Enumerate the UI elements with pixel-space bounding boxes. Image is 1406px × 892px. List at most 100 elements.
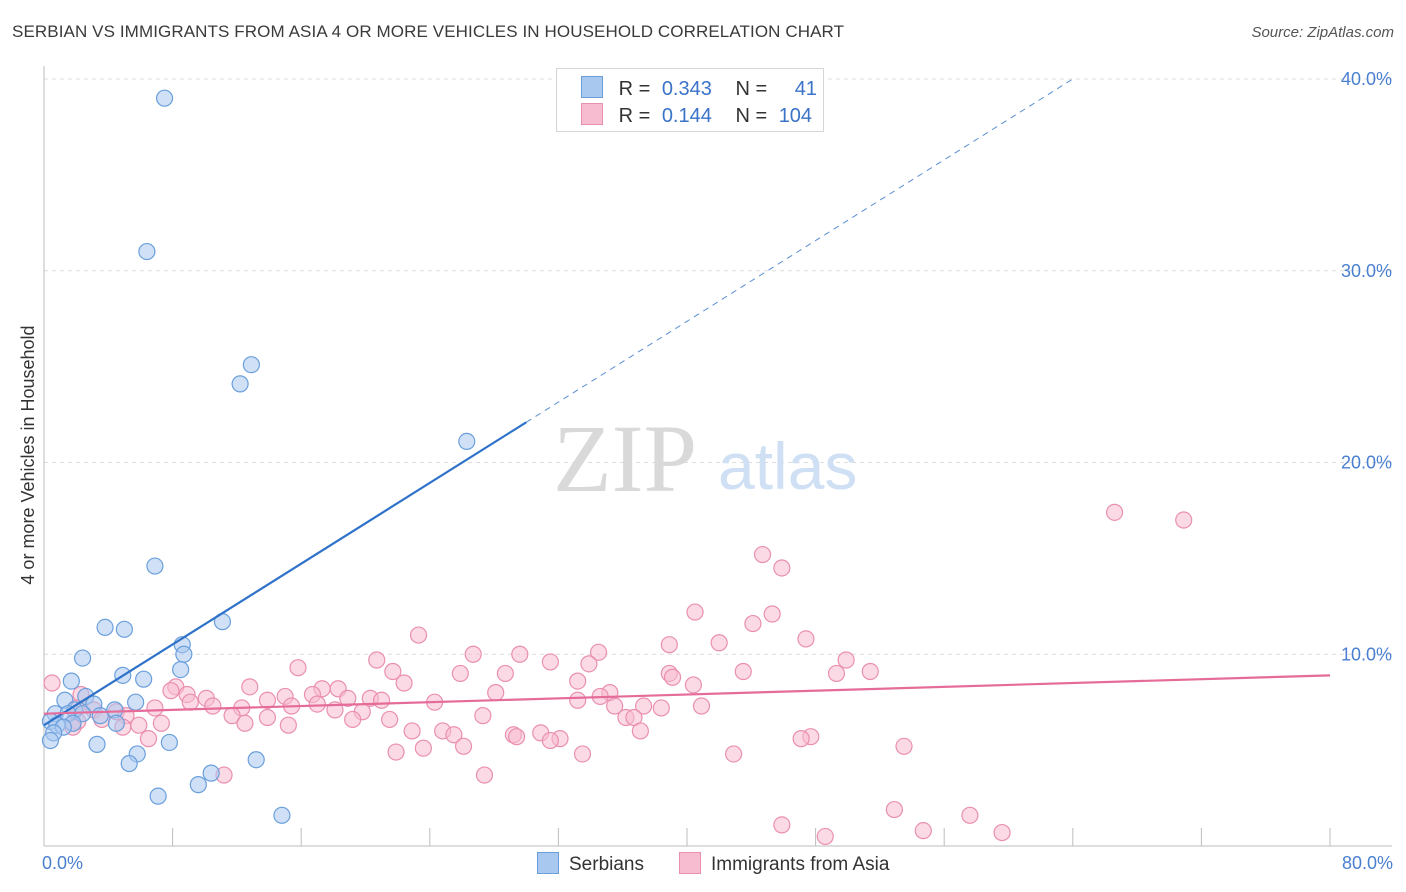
serbians-bottom-swatch	[537, 852, 559, 874]
serbians-n-label: N =	[735, 78, 768, 100]
asia-point-6	[763, 605, 781, 623]
asia-point-14	[368, 651, 386, 669]
asia-point-60	[204, 697, 222, 715]
asia-point-3	[773, 559, 791, 577]
asia-point-98	[895, 737, 913, 755]
asia-n-value: 104	[778, 105, 813, 127]
asia-point-50	[372, 691, 391, 709]
serbians-point-34	[41, 731, 60, 750]
asia-point-67	[258, 708, 277, 727]
asia-bottom-label: Immigrants from Asia	[711, 854, 890, 875]
trend-lines	[43, 78, 1331, 727]
serbians-point-14	[135, 670, 153, 688]
legend-serbians: R = 0.343 N = 41	[581, 76, 817, 100]
asia-point-27	[569, 672, 587, 690]
asia-swatch	[581, 103, 603, 125]
asia-point-94	[414, 739, 432, 757]
serbians-point-15	[62, 672, 80, 690]
source-credit: Source: ZipAtlas.com	[1251, 24, 1394, 41]
serbians-point-39	[149, 787, 167, 805]
asia-point-106	[816, 827, 834, 846]
y-tick-label-20: 20.0%	[1341, 453, 1392, 473]
asia-bottom-swatch	[679, 852, 701, 874]
asia-point-68	[344, 710, 362, 729]
asia-point-103	[961, 806, 979, 824]
asia-point-82	[403, 722, 421, 740]
asia-point-101	[773, 816, 791, 834]
serbians-r-value: 0.343	[661, 78, 712, 100]
asia-point-104	[914, 822, 932, 840]
asia-point-105	[993, 823, 1011, 842]
bottom-legend-asia: Immigrants from Asia	[679, 852, 889, 876]
chart-title: SERBIAN VS IMMIGRANTS FROM ASIA 4 OR MOR…	[12, 22, 845, 41]
x-tick-label-max: 80.0%	[1342, 853, 1393, 873]
asia-point-31	[241, 678, 259, 696]
asia-point-24	[827, 664, 846, 683]
asia-point-43	[162, 682, 180, 700]
serbians-point-36	[120, 754, 138, 773]
watermark-atlas: atlas	[718, 429, 857, 503]
asia-point-7	[409, 626, 428, 644]
serbians-point-38	[247, 751, 265, 769]
asia-point-89	[541, 731, 559, 750]
asia-point-102	[885, 800, 903, 819]
serbians-points	[41, 89, 476, 824]
serbians-point-8	[115, 620, 133, 638]
asia-point-4	[686, 603, 704, 621]
y-tick-label-40: 40.0%	[1341, 69, 1392, 89]
asia-point-34	[487, 683, 505, 702]
serbians-point-27	[107, 714, 125, 732]
asia-point-53	[606, 697, 624, 715]
asia-point-93	[454, 737, 473, 755]
serbians-point-32	[88, 735, 106, 753]
asia-point-76	[152, 714, 170, 732]
watermark: ZIP atlas	[553, 405, 857, 512]
asia-point-97	[725, 745, 743, 763]
serbians-point-1	[138, 242, 156, 261]
asia-point-52	[569, 691, 587, 709]
asia-point-29	[684, 676, 703, 694]
asia-point-20	[451, 664, 469, 683]
serbians-point-37	[202, 764, 220, 782]
asia-point-86	[508, 728, 526, 746]
asia-point-78	[279, 716, 297, 734]
asia-point-54	[634, 697, 653, 715]
legend: R = 0.343 N = 41 R = 0.144 N = 104	[556, 68, 824, 132]
asia-n-label: N =	[735, 105, 768, 127]
asia-point-41	[339, 689, 357, 707]
asia-point-11	[511, 645, 529, 663]
serbians-point-33	[160, 733, 178, 752]
asia-point-92	[139, 730, 158, 748]
legend-asia: R = 0.144 N = 104	[581, 103, 812, 127]
serbians-point-4	[458, 432, 476, 451]
asia-point-96	[573, 745, 592, 763]
serbians-trend-extension	[525, 78, 1074, 423]
asia-point-15	[541, 653, 559, 671]
asia-point-25	[861, 662, 879, 681]
asia-point-0	[1105, 503, 1124, 521]
asia-point-95	[387, 743, 405, 761]
serbians-point-7	[96, 618, 114, 637]
bottom-legend-serbians: Serbians	[537, 852, 644, 876]
asia-point-9	[660, 636, 678, 654]
asia-point-56	[692, 697, 711, 715]
asia-point-49	[308, 695, 326, 713]
y-axis-title: 4 or more Vehicles in Household	[18, 325, 38, 584]
asia-point-5	[744, 614, 762, 633]
asia-point-1	[1175, 511, 1193, 529]
asia-point-18	[289, 659, 307, 677]
serbians-point-0	[155, 89, 174, 107]
asia-point-23	[734, 662, 752, 681]
asia-point-84	[445, 726, 463, 744]
asia-point-75	[130, 716, 148, 734]
serbians-point-18	[127, 693, 145, 711]
asia-point-13	[464, 645, 482, 663]
asia-point-91	[792, 730, 810, 748]
asia-point-10	[710, 634, 728, 652]
asia-point-26	[395, 674, 413, 692]
asia-point-55	[652, 699, 670, 717]
serbians-swatch	[581, 76, 603, 98]
asia-point-28	[663, 668, 682, 686]
asia-point-59	[146, 699, 164, 717]
